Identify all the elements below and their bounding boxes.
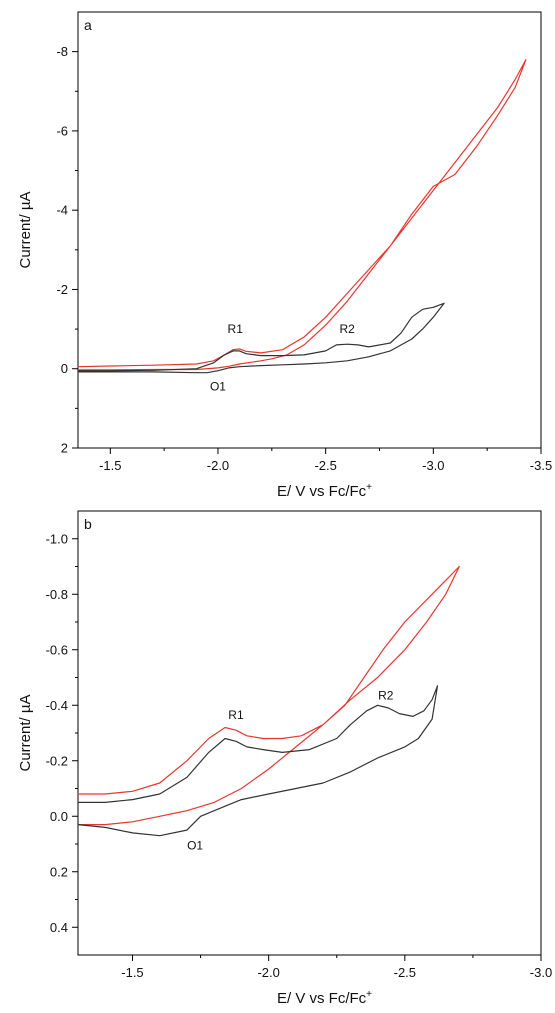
annotation-o1: O1 xyxy=(210,380,226,394)
plot-frame xyxy=(78,12,541,448)
panel-b: -1.5 -2.0 -2.5 -3.0 -1.0 -0.8 -0.6 -0.4 -0.2 0.0 0… xyxy=(17,511,552,1007)
series-line-red xyxy=(78,60,526,370)
x-tick-label: -3.0 xyxy=(422,458,444,473)
y-tick-label: -0.4 xyxy=(46,698,68,713)
plot-frame xyxy=(78,511,541,955)
x-tick-label: -2.0 xyxy=(207,458,229,473)
y-tick-label: -4 xyxy=(56,203,68,218)
annotation-o1: O1 xyxy=(187,839,203,853)
y-tick-label: -0.8 xyxy=(46,587,68,602)
y-tick-label: -2 xyxy=(56,282,68,297)
x-tick-label: -3.5 xyxy=(530,458,552,473)
y-tick-label: -8 xyxy=(56,44,68,59)
y-axis-label: Current/ µA xyxy=(17,695,34,772)
x-tick-label: -1.5 xyxy=(121,965,143,980)
y-tick-label: 0.0 xyxy=(50,809,68,824)
y-tick-label: 2 xyxy=(61,441,68,456)
x-tick-label: -3.0 xyxy=(530,965,552,980)
x-tick-label: -1.5 xyxy=(99,458,121,473)
y-axis-label: Current/ µA xyxy=(17,192,34,269)
panel-a: -1.5 -2.0 -2.5 -3.0 -3.5 -8 -6 -4 -2 0 2 a E/ V vs F… xyxy=(17,12,552,500)
x-axis-label-superscript: + xyxy=(366,482,372,493)
annotation-r2: R2 xyxy=(340,322,356,336)
panel-label: b xyxy=(84,516,92,532)
x-tick-label: -2.5 xyxy=(394,965,416,980)
x-axis-label: E/ V vs Fc/Fc+ xyxy=(277,989,372,1007)
annotation-r1: R1 xyxy=(228,322,244,336)
x-tick-label: -2.5 xyxy=(314,458,336,473)
panel-label: a xyxy=(84,17,92,33)
x-tick-label: -2.0 xyxy=(257,965,279,980)
y-tick-label: 0 xyxy=(61,361,68,376)
x-axis-label-superscript: + xyxy=(366,989,372,1000)
y-tick-label: -0.2 xyxy=(46,753,68,768)
series-line-black xyxy=(78,686,438,836)
y-tick-label: 0.2 xyxy=(50,864,68,879)
y-tick-label: -6 xyxy=(56,123,68,138)
y-tick-label: -1.0 xyxy=(46,531,68,546)
y-tick-label: 0.4 xyxy=(50,920,68,935)
series-line-red xyxy=(78,567,459,825)
series-line-black xyxy=(78,303,444,372)
annotation-r1: R1 xyxy=(228,708,244,722)
y-tick-label: -0.6 xyxy=(46,642,68,657)
x-axis-label: E/ V vs Fc/Fc+ xyxy=(277,482,372,500)
annotation-r2: R2 xyxy=(378,689,394,703)
